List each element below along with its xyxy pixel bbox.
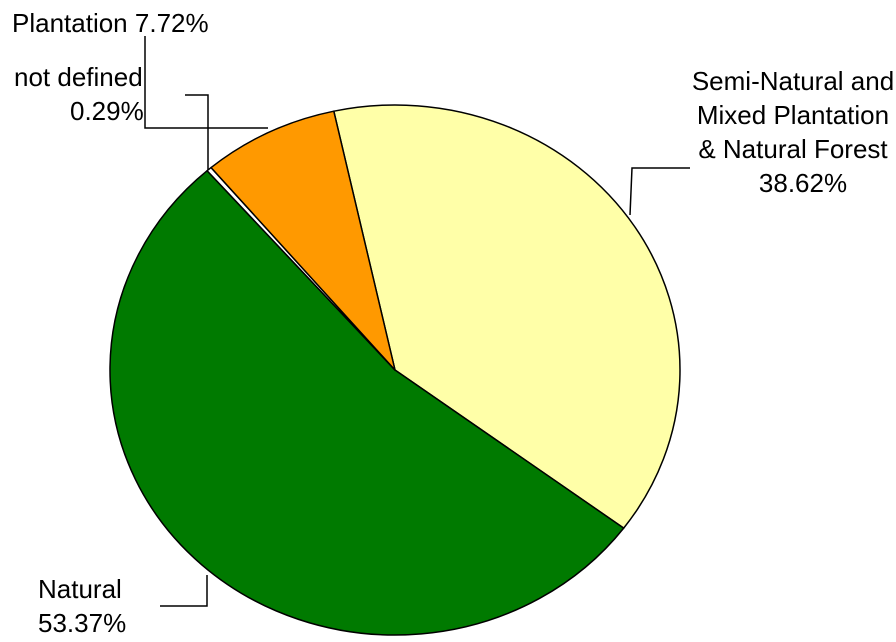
value-label: 38.62% (758, 168, 848, 198)
leader-line (144, 36, 268, 129)
value-label: 7.72% (134, 8, 209, 38)
pie-slice (210, 110, 396, 371)
leader-line (629, 167, 690, 216)
slice-label: Natural 53.37% (38, 572, 126, 640)
pie-slice (109, 169, 625, 636)
leader-line (160, 575, 208, 607)
slice-label: Semi-Natural and Mixed Plantation & Natu… (690, 64, 896, 200)
category-label: Plantation (12, 8, 128, 38)
pie-slice (333, 104, 681, 529)
slices (109, 104, 681, 636)
category-label: not defined (14, 62, 143, 92)
category-label: Natural (38, 574, 122, 604)
value-label: 53.37% (38, 608, 127, 638)
category-label: Semi-Natural and Mixed Plantation & Natu… (691, 66, 895, 164)
value-label: 0.29% (70, 96, 144, 126)
slice-label: not defined 0.29% (14, 60, 144, 128)
slice-label: Plantation 7.72% (12, 6, 209, 40)
leader-line (185, 94, 209, 170)
